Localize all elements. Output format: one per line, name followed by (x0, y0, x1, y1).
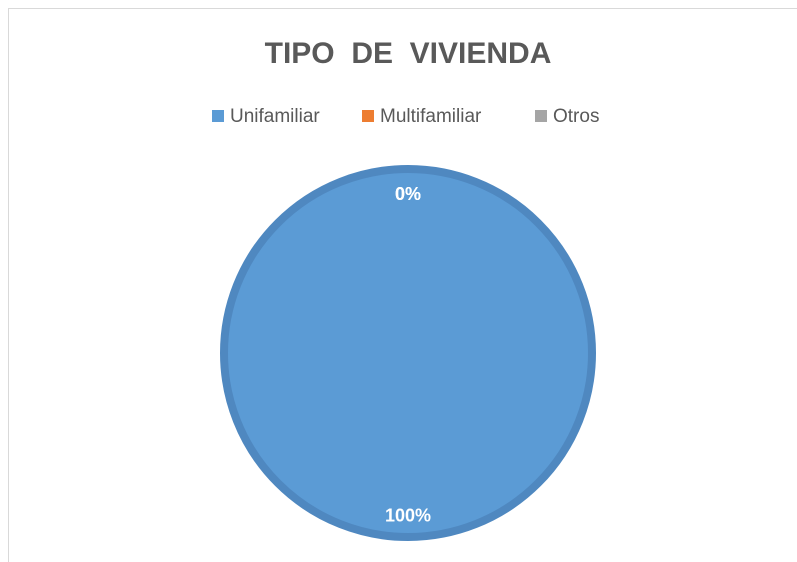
legend-swatch (535, 110, 547, 122)
pie-slice (220, 165, 596, 541)
legend-label: Otros (553, 106, 599, 127)
data-label: 0% (395, 184, 421, 204)
legend-swatch (212, 110, 224, 122)
legend-label: Unifamiliar (230, 106, 320, 127)
chart-title: TIPO DE VIVIENDA (265, 37, 552, 70)
legend-swatch (362, 110, 374, 122)
data-label: 0% (395, 184, 421, 204)
data-label: 100% (385, 506, 431, 526)
legend-label: Multifamiliar (380, 106, 482, 127)
